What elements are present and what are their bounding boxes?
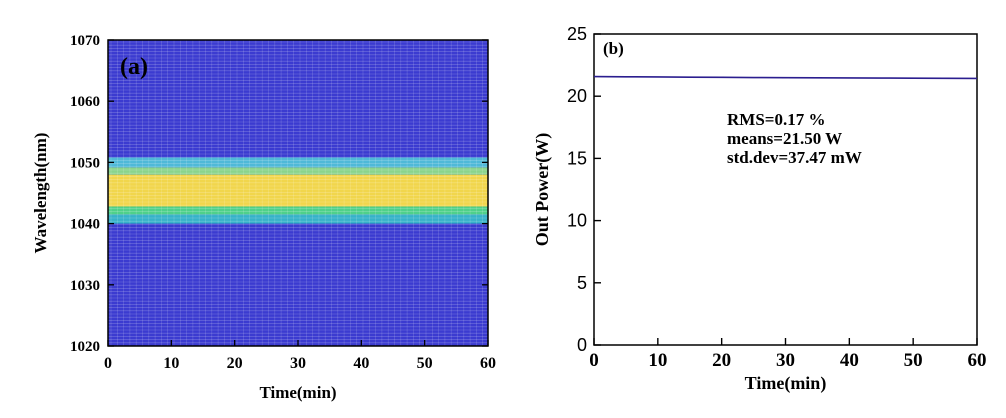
wavelength-y-axis-label: Wavelength(nm)	[31, 133, 50, 254]
x-tick-label: 40	[353, 355, 369, 372]
y-tick-label: 25	[567, 24, 587, 44]
annotation-means: means=21.50 W	[727, 129, 842, 148]
wavelength-band-1	[108, 206, 488, 215]
annotation-rms: RMS=0.17 %	[727, 110, 825, 129]
x-tick-label: 10	[163, 355, 179, 372]
wavelength-band-3	[108, 167, 488, 175]
y-tick-label: 20	[567, 86, 587, 106]
panel-a-label: (a)	[120, 54, 148, 80]
wavelength-band-4	[108, 157, 488, 168]
y-tick-label: 1040	[70, 217, 100, 233]
y-tick-label: 1030	[70, 278, 100, 294]
y-tick-label: 0	[577, 335, 587, 355]
y-tick-label: 1070	[70, 33, 100, 49]
x-tick-label: 30	[776, 350, 795, 371]
y-tick-label: 5	[577, 273, 587, 293]
y-tick-label: 1020	[70, 339, 100, 355]
x-tick-label: 50	[904, 350, 923, 371]
power-plot-frame	[593, 33, 978, 346]
wavelength-x-axis-label: Time(min)	[259, 383, 336, 402]
x-tick-label: 50	[417, 355, 433, 372]
wavelength-band-0	[108, 214, 488, 224]
wavelength-color-bands	[108, 157, 488, 224]
wavelength-band-2	[108, 174, 488, 207]
x-tick-label: 60	[968, 350, 987, 371]
y-tick-label: 10	[567, 211, 587, 231]
panel-b-label: (b)	[603, 39, 624, 58]
annotation-std-dev: std.dev=37.47 mW	[727, 148, 862, 167]
x-tick-label: 20	[227, 355, 243, 372]
x-tick-label: 0	[589, 350, 599, 371]
power-x-axis-label: Time(min)	[745, 373, 827, 394]
x-tick-label: 30	[290, 355, 306, 372]
y-tick-label: 1050	[70, 155, 100, 171]
power-axis-ticks: 0 10 20 30 40 50 60 0 5 10 15 20 25	[567, 24, 987, 371]
x-tick-label: 20	[712, 350, 731, 371]
x-tick-label: 0	[104, 355, 112, 372]
x-tick-label: 60	[480, 355, 496, 372]
x-tick-label: 10	[648, 350, 667, 371]
power-series-line	[593, 75, 978, 80]
y-tick-label: 1060	[70, 94, 100, 110]
wavelength-grid-lines	[108, 40, 488, 347]
power-chart: 0 10 20 30 40 50 60 0 5 10 15 20 25 (b) RMS=0.17 % m…	[532, 24, 987, 394]
x-tick-label: 40	[840, 350, 859, 371]
y-tick-label: 15	[567, 148, 587, 168]
power-y-axis-label: Out Power(W)	[532, 133, 553, 246]
